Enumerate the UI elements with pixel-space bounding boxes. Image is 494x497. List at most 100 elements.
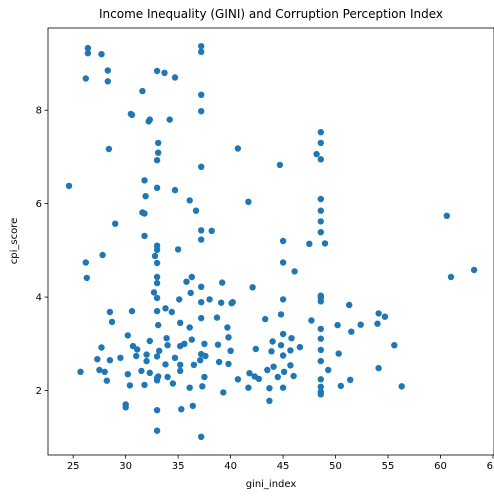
scatter-point — [234, 145, 242, 152]
scatter-point — [187, 289, 194, 297]
scatter-point — [317, 357, 324, 365]
scatter-point — [276, 161, 284, 169]
scatter-point — [198, 43, 205, 50]
scatter-point — [153, 273, 161, 281]
x-axis-ticks: 25 30 35 40 45 50 55 60 65 — [67, 455, 494, 472]
scatter-point — [208, 227, 215, 234]
scatter-point — [201, 340, 208, 347]
scatter-point — [186, 197, 193, 204]
x-tick-label: 60 — [434, 461, 447, 472]
scatter-point — [246, 370, 253, 377]
scatter-point — [374, 320, 381, 327]
scatter-point — [151, 252, 159, 260]
scatter-point — [375, 364, 382, 372]
scatter-point — [188, 336, 195, 343]
scatter-point — [198, 236, 205, 243]
scatter-point — [104, 78, 112, 85]
scatter-point — [176, 296, 183, 303]
scatter-point — [391, 342, 398, 349]
scatter-point — [291, 268, 298, 275]
scatter-point — [82, 259, 90, 266]
scatter-point — [168, 308, 175, 316]
scatter-point — [317, 383, 324, 390]
x-tick-label: 65 — [487, 461, 494, 472]
scatter-point — [94, 356, 101, 363]
scatter-point — [153, 307, 161, 315]
scatter-point — [108, 318, 116, 326]
scatter-point — [153, 279, 161, 287]
scatter-point — [162, 361, 169, 368]
scatter-point — [321, 240, 329, 247]
x-tick-label: 35 — [172, 461, 185, 472]
scatter-point — [214, 341, 222, 348]
scatter-point — [128, 307, 136, 315]
scatter-point — [201, 373, 208, 381]
scatter-point — [104, 67, 112, 74]
scatter-point — [82, 75, 90, 82]
scatter-point — [279, 330, 287, 338]
scatter-point — [348, 328, 355, 335]
scatter-point — [143, 351, 150, 358]
scatter-point — [313, 150, 320, 158]
x-axis-label: gini_index — [246, 479, 297, 490]
scatter-point — [255, 375, 263, 383]
scatter-point — [133, 352, 140, 360]
scatter-point — [335, 350, 342, 357]
scatter-point — [470, 266, 478, 274]
scatter-point — [162, 305, 169, 312]
y-axis-ticks: 2 4 6 8 — [36, 106, 48, 397]
scatter-point — [268, 348, 275, 355]
scatter-point — [398, 383, 405, 390]
scatter-point — [317, 195, 324, 203]
scatter-point — [198, 108, 205, 115]
scatter-point — [156, 347, 163, 354]
scatter-point — [146, 369, 153, 376]
scatter-point — [199, 383, 206, 390]
scatter-point — [186, 384, 193, 391]
scatter-point — [153, 246, 161, 254]
scatter-point — [153, 259, 161, 267]
scatter-point — [290, 372, 297, 380]
scatter-point — [269, 338, 276, 345]
x-tick-label: 55 — [382, 461, 395, 472]
y-tick-label: 4 — [36, 293, 42, 304]
scatter-point — [198, 48, 205, 55]
scatter-point — [112, 220, 119, 227]
scatter-point — [141, 210, 148, 217]
scatter-point — [129, 342, 137, 350]
scatter-point — [171, 74, 179, 81]
scatter-point — [447, 273, 455, 281]
scatter-point — [334, 321, 341, 329]
scatter-point — [124, 371, 131, 378]
scatter-point — [245, 198, 252, 205]
scatter-point — [141, 232, 148, 240]
scatter-point — [153, 67, 161, 75]
scatter-point — [189, 402, 196, 410]
scatter-point — [264, 366, 271, 374]
scatter-point — [141, 381, 148, 389]
scatter-point — [198, 314, 205, 322]
scatter-point — [103, 377, 111, 384]
scatter-point — [218, 299, 225, 306]
scatter-point — [198, 433, 205, 440]
scatter-point — [317, 156, 324, 163]
scatter-point — [325, 366, 332, 374]
scatter-point — [266, 397, 273, 404]
scatter-point — [163, 335, 170, 342]
scatter-point — [206, 296, 213, 303]
scatter-point — [146, 337, 153, 345]
scatter-point — [317, 139, 324, 147]
y-tick-label: 2 — [36, 386, 42, 397]
x-tick-label: 30 — [119, 461, 132, 472]
scatter-point — [308, 317, 315, 324]
scatter-point — [177, 342, 184, 350]
scatter-point — [164, 342, 171, 349]
chart-title: Income Inequality (GINI) and Corruption … — [99, 7, 443, 21]
scatter-point — [337, 382, 344, 390]
scatter-point — [190, 361, 198, 368]
x-tick-label: 50 — [329, 461, 342, 472]
scatter-point — [288, 335, 295, 342]
scatter-point — [279, 296, 287, 303]
scatter-point — [225, 360, 232, 368]
scatter-point — [153, 353, 161, 360]
